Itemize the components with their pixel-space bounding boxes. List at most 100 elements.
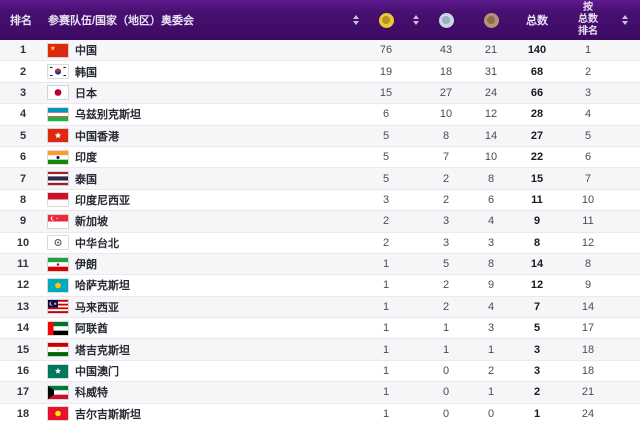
rank-cell: 11: [17, 258, 29, 271]
silver-count: 2: [442, 193, 450, 206]
table-row: 6 印度 5 7 10 22 6: [0, 146, 640, 169]
bronze-count: 4: [487, 215, 495, 228]
table-row: 2 韩国 19 18 31 68 2: [0, 61, 640, 83]
team-cell: 新加坡: [46, 213, 348, 229]
team-name: 乌兹别克斯坦: [75, 109, 141, 122]
total-count: 3: [533, 343, 541, 356]
flag-ir-icon: [48, 257, 68, 271]
sort-arrows-icon: [412, 15, 420, 25]
team-name: 印度: [75, 152, 97, 165]
flag-kz-icon: [48, 278, 68, 292]
bronze-medal-icon: [483, 12, 499, 28]
table-row: 10 中华台北 2 3 3 8 12: [0, 232, 640, 254]
rank-by-total: 18: [581, 365, 595, 378]
rank-column-header: 排名: [10, 15, 32, 27]
total-count: 28: [530, 108, 544, 121]
total-count: 27: [530, 129, 544, 142]
flag-uz-icon: [48, 107, 68, 121]
rank-by-total: 21: [581, 386, 595, 399]
team-cell: 泰国: [46, 171, 348, 187]
total-count: 15: [530, 172, 544, 185]
flag-id-icon: [48, 193, 68, 207]
silver-count: 3: [442, 236, 450, 249]
gold-count: 5: [382, 129, 390, 142]
silver-count: 27: [439, 86, 453, 99]
gold-count: 1: [382, 322, 390, 335]
total-count: 22: [530, 151, 544, 164]
table-row: 9 新加坡 2 3 4 9 11: [0, 211, 640, 233]
bronze-count: 14: [484, 129, 498, 142]
bronze-count: 10: [484, 151, 498, 164]
flag-in-icon: [48, 150, 68, 164]
sort-team-button[interactable]: [348, 15, 364, 25]
table-row: 5 中国香港 5 8 14 27 5: [0, 125, 640, 147]
gold-count: 2: [382, 215, 390, 228]
table-row: 14 阿联酋 1 1 3 5 17: [0, 318, 640, 340]
silver-count: 5: [442, 258, 450, 271]
rank-by-total: 3: [584, 86, 592, 99]
flag-kr-icon: [48, 65, 68, 79]
team-name: 科威特: [75, 387, 108, 400]
table-row: 4 乌兹别克斯坦 6 10 12 28 4: [0, 104, 640, 126]
silver-medal-icon: [438, 12, 454, 28]
sort-rank-by-total-button[interactable]: [616, 15, 634, 25]
rank-by-total: 1: [584, 44, 592, 57]
silver-count: 0: [442, 365, 450, 378]
silver-count: 2: [442, 279, 450, 292]
table-row: 15 塔吉克斯坦 1 1 1 3 18: [0, 339, 640, 361]
table-row: 1 中国 76 43 21 140 1: [0, 40, 640, 62]
table-row: 17 科威特 1 0 1 2 21: [0, 382, 640, 404]
flag-kg-icon: [48, 407, 68, 421]
flag-mo-icon: [48, 364, 68, 378]
team-cell: 中国香港: [46, 128, 348, 144]
silver-count: 43: [439, 44, 453, 57]
total-column-header: 总数: [526, 15, 548, 27]
rank-by-total: 17: [581, 322, 595, 335]
rank-cell: 1: [19, 44, 27, 57]
table-row: 8 印度尼西亚 3 2 6 11 10: [0, 189, 640, 212]
silver-count: 3: [442, 215, 450, 228]
team-name: 伊朗: [75, 259, 97, 272]
team-cell: 日本: [46, 85, 348, 101]
rank-cell: 18: [16, 407, 30, 420]
bronze-column-header[interactable]: [468, 12, 514, 28]
rank-by-total: 14: [581, 300, 595, 313]
rank-cell: 8: [19, 193, 27, 206]
gold-count: 1: [382, 279, 390, 292]
team-name: 中华台北: [75, 237, 119, 250]
total-count: 66: [530, 86, 544, 99]
rank-by-total: 7: [584, 172, 592, 185]
silver-count: 8: [442, 129, 450, 142]
gold-count: 6: [382, 108, 390, 121]
total-count: 7: [533, 300, 541, 313]
silver-count: 2: [442, 300, 450, 313]
gold-count: 1: [382, 343, 390, 356]
silver-count: 10: [439, 108, 453, 121]
rank-cell: 9: [19, 215, 27, 228]
team-name: 中国: [75, 45, 97, 58]
bronze-count: 8: [487, 258, 495, 271]
rank-cell: 13: [16, 300, 30, 313]
rank-cell: 7: [19, 172, 27, 185]
team-cell: 印度: [46, 149, 348, 165]
silver-count: 0: [442, 407, 450, 420]
team-cell: 科威特: [46, 384, 348, 400]
rank-cell: 16: [16, 365, 30, 378]
rank-by-total: 6: [584, 151, 592, 164]
table-row: 16 中国澳门 1 0 2 3 18: [0, 360, 640, 383]
team-cell: 吉尔吉斯斯坦: [46, 406, 348, 422]
bronze-count: 6: [487, 193, 495, 206]
rank-cell: 6: [19, 151, 27, 164]
silver-column-header[interactable]: [424, 12, 468, 28]
total-count: 9: [533, 215, 541, 228]
team-name: 日本: [75, 87, 97, 100]
team-cell: 乌兹别克斯坦: [46, 106, 348, 122]
gold-count: 76: [379, 44, 393, 57]
team-name: 韩国: [75, 66, 97, 79]
rank-by-total: 4: [584, 108, 592, 121]
sort-gold-button[interactable]: [408, 15, 424, 25]
gold-medal-icon: [378, 12, 394, 28]
gold-column-header[interactable]: [364, 12, 408, 28]
total-count: 14: [530, 258, 544, 271]
rank-cell: 14: [16, 322, 30, 335]
